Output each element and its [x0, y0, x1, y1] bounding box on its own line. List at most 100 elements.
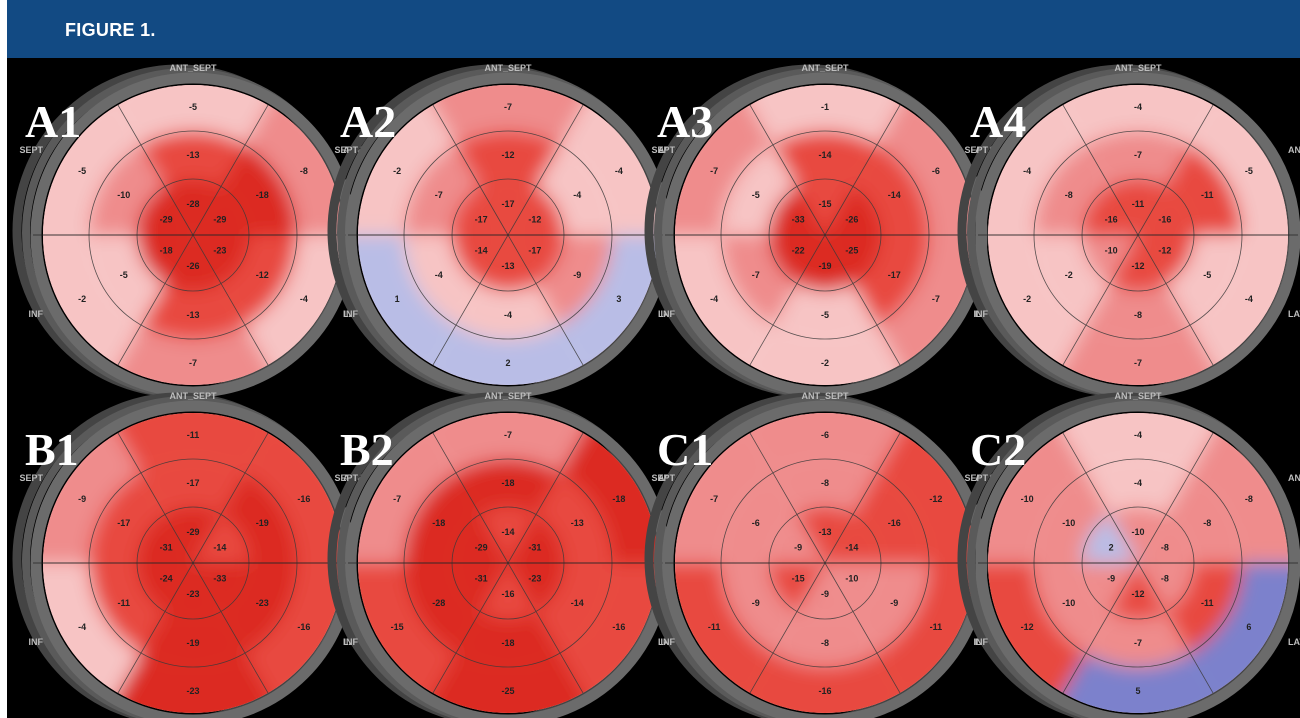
inner-segment-value: -19 [818, 261, 831, 271]
inner-segment-fill [137, 235, 193, 284]
segment-divider [432, 104, 509, 236]
mid-segment-fill [536, 144, 612, 235]
inner-segment-value: -16 [1158, 215, 1171, 225]
wall-label-upper-left: SEPT [964, 473, 988, 483]
inner-segment-value: -33 [792, 215, 805, 225]
segment-divider [1137, 104, 1214, 236]
mid-segment-fill [404, 472, 480, 563]
inner-segment-value: -25 [845, 246, 858, 256]
mid-segment-fill [221, 144, 297, 235]
segment-divider [1062, 562, 1139, 694]
inner-segment-value: -16 [501, 589, 514, 599]
outer-segment-fill [1190, 563, 1288, 711]
outer-segment-value: -2 [78, 294, 86, 304]
mid-segment-fill [721, 144, 797, 235]
mid-segment-fill [853, 144, 929, 235]
inner-segment-fill [769, 235, 825, 284]
mid-segment-value: -8 [1203, 518, 1211, 528]
outer-segment-value: -16 [818, 686, 831, 696]
mid-segment-fill [89, 563, 165, 654]
outer-segment-value: -7 [1134, 358, 1142, 368]
wall-label-lower-left: INF [974, 309, 989, 319]
outer-segment-value: 1 [395, 294, 400, 304]
outer-segment-value: -4 [1134, 102, 1142, 112]
segment-divider [192, 562, 269, 694]
mid-segment-fill [853, 235, 930, 326]
outer-segment-fill [675, 87, 773, 235]
outer-segment-fill [675, 563, 773, 711]
inner-segment-fill [797, 563, 853, 620]
inner-segment-value: -31 [528, 543, 541, 553]
mid-segment-fill [536, 235, 612, 326]
outer-segment-value: -4 [615, 166, 623, 176]
outer-segment-fill [988, 235, 1086, 383]
mid-segment-value: -4 [573, 190, 581, 200]
inner-segment-value: -13 [818, 527, 831, 537]
outer-segment-fill [675, 415, 773, 563]
inner-segment-fill [137, 186, 193, 235]
panel-label: A1 [25, 96, 81, 147]
outer-segment-value: -4 [1023, 166, 1031, 176]
mid-segment-value: -10 [1062, 598, 1075, 608]
segment-divider [432, 234, 509, 366]
mid-segment-fill [853, 472, 929, 563]
outer-segment-value: -16 [297, 494, 310, 504]
inner-segment-value: 2 [1109, 543, 1114, 553]
figure-header: FIGURE 1. [7, 0, 1300, 58]
mid-segment-value: -5 [1203, 270, 1211, 280]
inner-segment-value: -8 [1161, 574, 1169, 584]
inner-segment-fill [452, 563, 508, 612]
segment-divider [117, 104, 194, 236]
outer-segment-value: -7 [504, 102, 512, 112]
mid-segment-fill [221, 563, 297, 654]
wall-label-lower-left: INF [974, 637, 989, 647]
inner-segment-value: -29 [186, 527, 199, 537]
panel-label: C1 [657, 424, 713, 475]
inner-segment-fill [1138, 563, 1194, 612]
bullseye-panel-a3: -1 -6 -7 -2 -4 -7 -14 -14 -17 -5 -7 -5 -15 -26 -25 -19 -… [644, 63, 994, 409]
segment-divider [749, 432, 826, 564]
bullseye-panel-c1: -6 -12 -11 -16 -11 -7 -8 -16 -9 -8 -9 -6 -13 -14 -10 -9… [644, 391, 994, 718]
mid-segment-value: -4 [1134, 478, 1142, 488]
inner-segment-fill [508, 235, 564, 284]
mid-segment-value: -17 [117, 518, 130, 528]
mid-segment-value: -2 [1065, 270, 1073, 280]
mid-segment-value: -13 [571, 518, 584, 528]
panel-label: C2 [970, 424, 1026, 475]
inner-segment-value: -9 [794, 543, 802, 553]
inner-segment-value: -14 [501, 527, 514, 537]
inner-segment-value: -12 [1131, 261, 1144, 271]
wall-label-lower-left: INF [29, 637, 44, 647]
mid-segment-fill [1034, 144, 1110, 235]
inner-segment-value: -23 [213, 246, 226, 256]
wall-label-upper-left: SEPT [964, 145, 988, 155]
inner-segment-fill [508, 563, 564, 612]
inner-segment-fill [797, 179, 853, 235]
inner-segment-fill [480, 235, 536, 291]
outer-segment-value: -12 [929, 494, 942, 504]
wall-label-top: ANT_SEPT [801, 63, 849, 73]
inner-segment-value: -10 [845, 574, 858, 584]
mid-segment-fill [1166, 144, 1242, 235]
inner-segment-value: -8 [1161, 543, 1169, 553]
panel-label: A4 [970, 96, 1026, 147]
inner-segment-fill [825, 514, 881, 563]
inner-segment-value: -9 [821, 589, 829, 599]
inner-segment-fill [825, 235, 881, 284]
panel-label: B1 [25, 424, 79, 475]
inner-segment-value: -33 [213, 574, 226, 584]
outer-segment-value: -4 [1134, 430, 1142, 440]
inner-segment-fill [769, 563, 825, 612]
segment-divider [1137, 234, 1214, 366]
segment-divider [824, 234, 901, 366]
outer-segment-value: -23 [186, 686, 199, 696]
panel-label: B2 [340, 424, 394, 475]
inner-segment-fill [137, 514, 193, 563]
outer-segment-value: -5 [78, 166, 86, 176]
mid-segment-fill [1034, 563, 1110, 654]
mid-segment-value: -8 [821, 638, 829, 648]
mid-segment-fill [1086, 458, 1190, 515]
mid-segment-value: -5 [821, 310, 829, 320]
outer-segment-value: -7 [189, 358, 197, 368]
wall-label-lower-right: LAT [1288, 637, 1300, 647]
